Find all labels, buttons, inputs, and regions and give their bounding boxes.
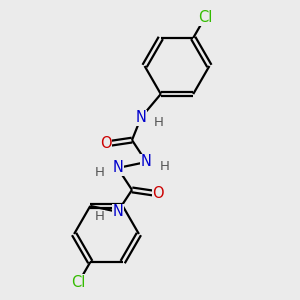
Text: Cl: Cl	[71, 275, 86, 290]
Text: N: N	[141, 154, 152, 169]
Text: N: N	[136, 110, 146, 125]
Text: H: H	[154, 116, 164, 129]
Text: H: H	[160, 160, 169, 173]
Text: O: O	[100, 136, 111, 152]
Text: H: H	[95, 166, 104, 179]
Text: Cl: Cl	[198, 10, 212, 25]
Text: O: O	[153, 186, 164, 201]
Text: H: H	[95, 210, 104, 223]
Text: N: N	[112, 204, 123, 219]
Text: N: N	[112, 160, 123, 175]
